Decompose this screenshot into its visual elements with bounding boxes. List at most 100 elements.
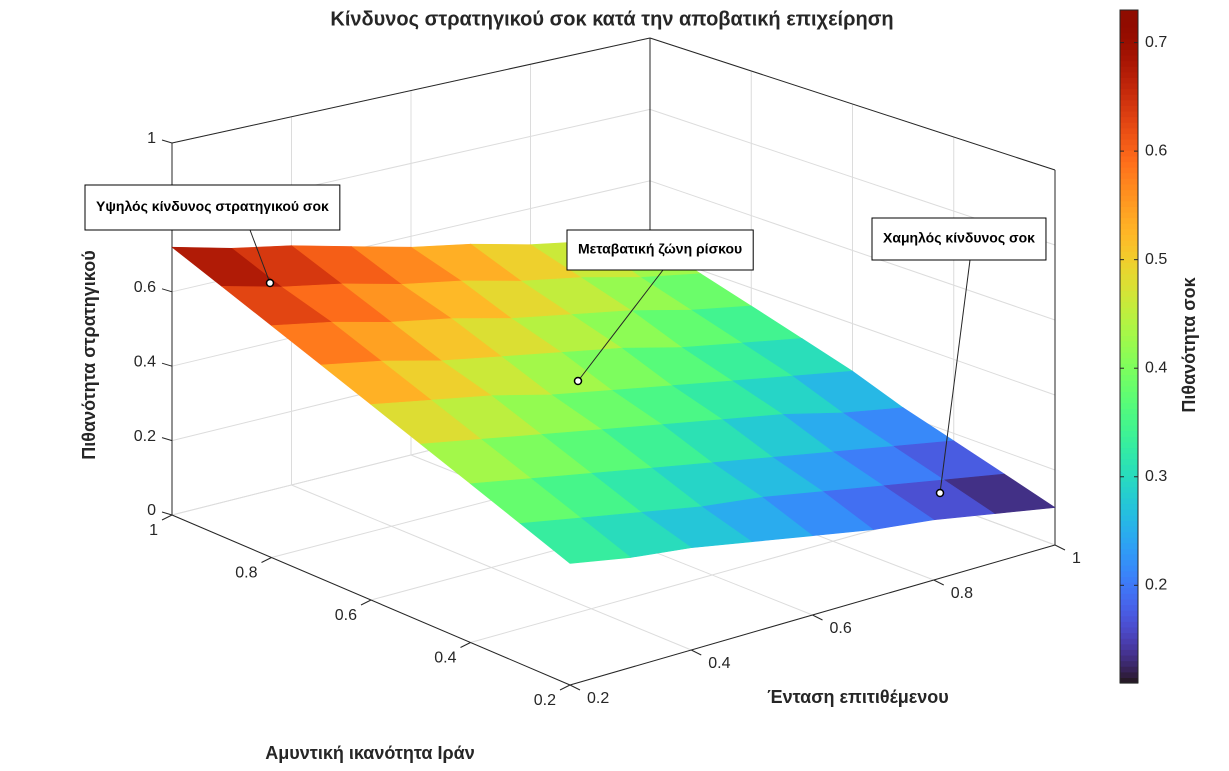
colorbar-strip (1120, 296, 1138, 303)
colorbar-strip (1120, 475, 1138, 482)
colorbar-strip (1120, 531, 1138, 538)
colorbar-strip (1120, 649, 1138, 656)
colorbar-strip (1120, 391, 1138, 398)
colorbar-strip (1120, 368, 1138, 376)
z-axis-label: Πιθανότητα στρατηγικού (79, 250, 99, 459)
colorbar-strip (1120, 565, 1138, 572)
colorbar-strip (1120, 273, 1138, 280)
surface-face (519, 517, 632, 564)
grid-line (649, 251, 1056, 396)
x-axis-label: Ένταση επιτιθέμενου (767, 687, 949, 707)
colorbar-strip (1120, 122, 1138, 129)
colorbar-strip (1120, 666, 1138, 673)
annotation-arrow (249, 229, 271, 284)
z-tick-label: 0 (147, 502, 156, 519)
x-tick-label: 0.4 (708, 655, 730, 672)
colorbar-strip (1120, 598, 1138, 606)
tick-mark (812, 614, 823, 621)
annotation-box (84, 184, 341, 231)
colorbar-strip (1120, 307, 1138, 314)
colorbar-strip (1120, 604, 1138, 611)
axis-line (171, 37, 651, 144)
colorbar-strip (1120, 284, 1138, 292)
colorbar-strip (1120, 554, 1138, 561)
tick-mark (933, 579, 944, 586)
colorbar-tick-label: 0.4 (1145, 359, 1167, 376)
tick-mark (691, 649, 702, 656)
z-tick-label: 0.4 (134, 353, 156, 370)
tick-mark (161, 514, 173, 521)
colorbar-strip (1120, 211, 1138, 219)
colorbar-strip (1120, 413, 1138, 421)
colorbar-strip (1120, 615, 1138, 622)
colorbar-strip (1120, 155, 1138, 163)
colorbar-frame (1119, 9, 1139, 684)
tick-mark (460, 642, 471, 648)
colorbar-strip (1120, 189, 1138, 196)
colorbar-strip (1120, 346, 1138, 353)
colorbar-strip (1120, 127, 1138, 134)
colorbar-strip (1120, 329, 1138, 336)
colorbar-strip (1120, 15, 1138, 22)
colorbar-strip (1120, 312, 1138, 320)
colorbar-strip (1120, 559, 1138, 566)
colorbar-strip (1120, 380, 1138, 387)
colorbar-strip (1120, 324, 1138, 331)
colorbar-strip (1120, 497, 1138, 505)
colorbar-strip (1120, 436, 1138, 443)
colorbar-strip (1120, 458, 1138, 465)
colorbar-strip (1120, 116, 1138, 123)
colorbar-strip (1120, 138, 1138, 146)
colorbar-strip (1120, 200, 1138, 207)
annotation-point (573, 376, 583, 386)
z-tick-label: 1 (147, 130, 156, 147)
colorbar-strip (1120, 638, 1138, 645)
axis-line (649, 37, 1056, 171)
colorbar-strip (1120, 610, 1138, 617)
colorbar-strip (1120, 10, 1138, 17)
colorbar-strip (1120, 279, 1138, 286)
colorbar-tick-label: 0.3 (1145, 468, 1167, 485)
y-tick-label: 0.8 (235, 565, 257, 582)
grid-line (649, 180, 1056, 321)
grid-line (470, 507, 954, 643)
colorbar-strip (1120, 21, 1138, 28)
colorbar-strip (1120, 492, 1138, 499)
colorbar-strip (1120, 340, 1138, 348)
x-tick-label: 1 (1072, 550, 1081, 567)
colorbar-strip (1120, 654, 1138, 662)
colorbar-strip (1120, 396, 1138, 404)
colorbar-strip (1120, 469, 1138, 477)
colorbar-strip (1120, 486, 1138, 493)
annotation-arrow (577, 269, 664, 382)
colorbar-strip (1120, 582, 1138, 589)
colorbar-strip (1120, 178, 1138, 185)
annotation-point (935, 488, 945, 498)
colorbar-strip (1120, 290, 1138, 297)
colorbar-strip (1120, 144, 1138, 151)
colorbar-strip (1120, 239, 1138, 247)
colorbar-strip (1120, 161, 1138, 168)
tick-mark (161, 288, 173, 293)
colorbar-strip (1120, 88, 1138, 95)
colorbar-strip (1120, 352, 1138, 359)
colorbar-strip (1120, 43, 1138, 50)
colorbar-strip (1120, 503, 1138, 510)
colorbar-strip (1120, 677, 1138, 684)
colorbar-strip (1120, 71, 1138, 78)
colorbar-strip (1120, 172, 1138, 179)
colorbar-strip (1120, 643, 1138, 650)
colorbar-strip (1120, 94, 1138, 101)
colorbar-strip (1120, 593, 1138, 600)
colorbar-strip (1120, 38, 1138, 45)
colorbar-strip (1120, 447, 1138, 454)
colorbar-strip (1120, 223, 1138, 230)
tick-mark (360, 599, 372, 606)
colorbar-strip (1120, 453, 1138, 460)
colorbar-strip (1120, 206, 1138, 213)
colorbar-strip (1120, 245, 1138, 252)
colorbar-strip (1120, 621, 1138, 628)
tick-mark (559, 684, 571, 691)
annotation-box (566, 229, 754, 271)
